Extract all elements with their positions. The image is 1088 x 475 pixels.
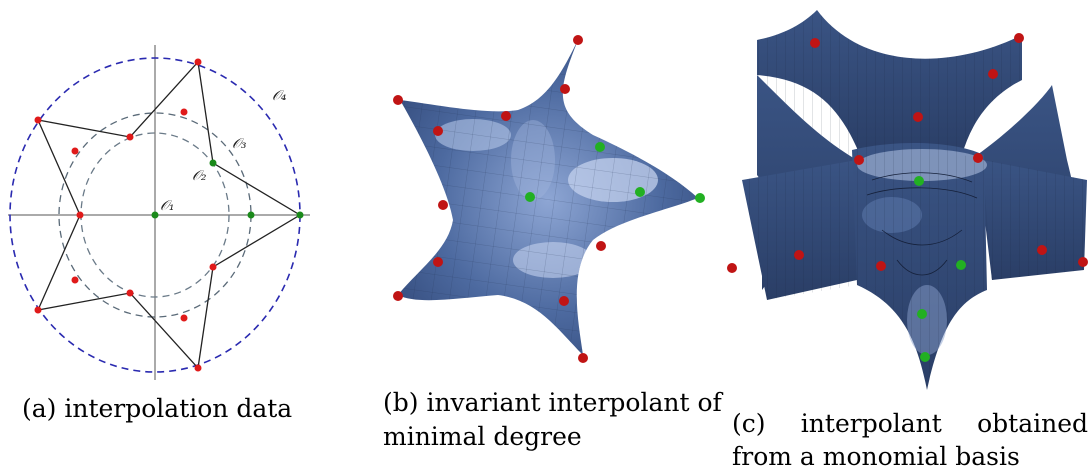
caption-b-line1: (b) invariant interpolant of bbox=[383, 388, 722, 417]
green-point bbox=[920, 352, 930, 362]
red-point bbox=[194, 58, 202, 66]
red-point bbox=[71, 147, 79, 155]
green-point bbox=[151, 211, 159, 219]
green-point bbox=[296, 211, 304, 219]
orbit-label-o4: 𝒪₄ bbox=[272, 88, 287, 104]
red-point bbox=[76, 211, 84, 219]
orbit-label-o2: 𝒪₂ bbox=[192, 168, 207, 184]
red-point bbox=[988, 69, 998, 79]
red-point bbox=[34, 306, 42, 314]
green-point bbox=[914, 176, 924, 186]
caption-b-line2: minimal degree bbox=[383, 422, 582, 451]
orbit-label-o3: 𝒪₃ bbox=[232, 136, 247, 152]
red-point bbox=[854, 155, 864, 165]
red-point bbox=[34, 116, 42, 124]
red-point bbox=[559, 296, 569, 306]
red-point bbox=[433, 257, 443, 267]
red-point bbox=[209, 263, 217, 271]
red-point bbox=[578, 353, 588, 363]
green-point bbox=[695, 193, 705, 203]
red-point bbox=[433, 126, 443, 136]
red-point bbox=[913, 112, 923, 122]
red-point bbox=[1014, 33, 1024, 43]
interpolation-points bbox=[34, 58, 304, 372]
red-point bbox=[573, 35, 583, 45]
red-point bbox=[876, 261, 886, 271]
caption-c-line2: from a monomial basis bbox=[732, 442, 1020, 471]
red-point bbox=[1078, 257, 1088, 267]
interpolation-data-diagram: 𝒪₁ 𝒪₂ 𝒪₃ 𝒪₄ bbox=[8, 45, 310, 380]
green-point bbox=[525, 192, 535, 202]
surface-body bbox=[742, 10, 1087, 390]
red-point bbox=[194, 364, 202, 372]
red-point bbox=[560, 84, 570, 94]
orbit-label-o1: 𝒪₁ bbox=[160, 198, 174, 214]
red-point bbox=[794, 250, 804, 260]
red-point bbox=[596, 241, 606, 251]
red-point bbox=[810, 38, 820, 48]
red-point bbox=[126, 133, 134, 141]
interpolation-points bbox=[393, 35, 705, 363]
red-point bbox=[501, 111, 511, 121]
red-point bbox=[180, 108, 188, 116]
red-point bbox=[438, 200, 448, 210]
green-point bbox=[635, 187, 645, 197]
red-point bbox=[727, 263, 737, 273]
red-point bbox=[1037, 245, 1047, 255]
green-point bbox=[595, 142, 605, 152]
red-point bbox=[126, 289, 134, 297]
red-point bbox=[71, 276, 79, 284]
green-point bbox=[917, 309, 927, 319]
green-point bbox=[956, 260, 966, 270]
red-point bbox=[393, 291, 403, 301]
monomial-interpolant-surface bbox=[727, 10, 1088, 390]
red-point bbox=[393, 95, 403, 105]
green-point bbox=[209, 159, 217, 167]
red-point bbox=[973, 153, 983, 163]
red-point bbox=[180, 314, 188, 322]
caption-a: (a) interpolation data bbox=[22, 394, 293, 423]
green-point bbox=[247, 211, 255, 219]
interpolation-points bbox=[727, 33, 1088, 362]
invariant-interpolant-surface bbox=[393, 35, 705, 363]
caption-c-line1: (c) interpolant obtained bbox=[732, 409, 1088, 438]
